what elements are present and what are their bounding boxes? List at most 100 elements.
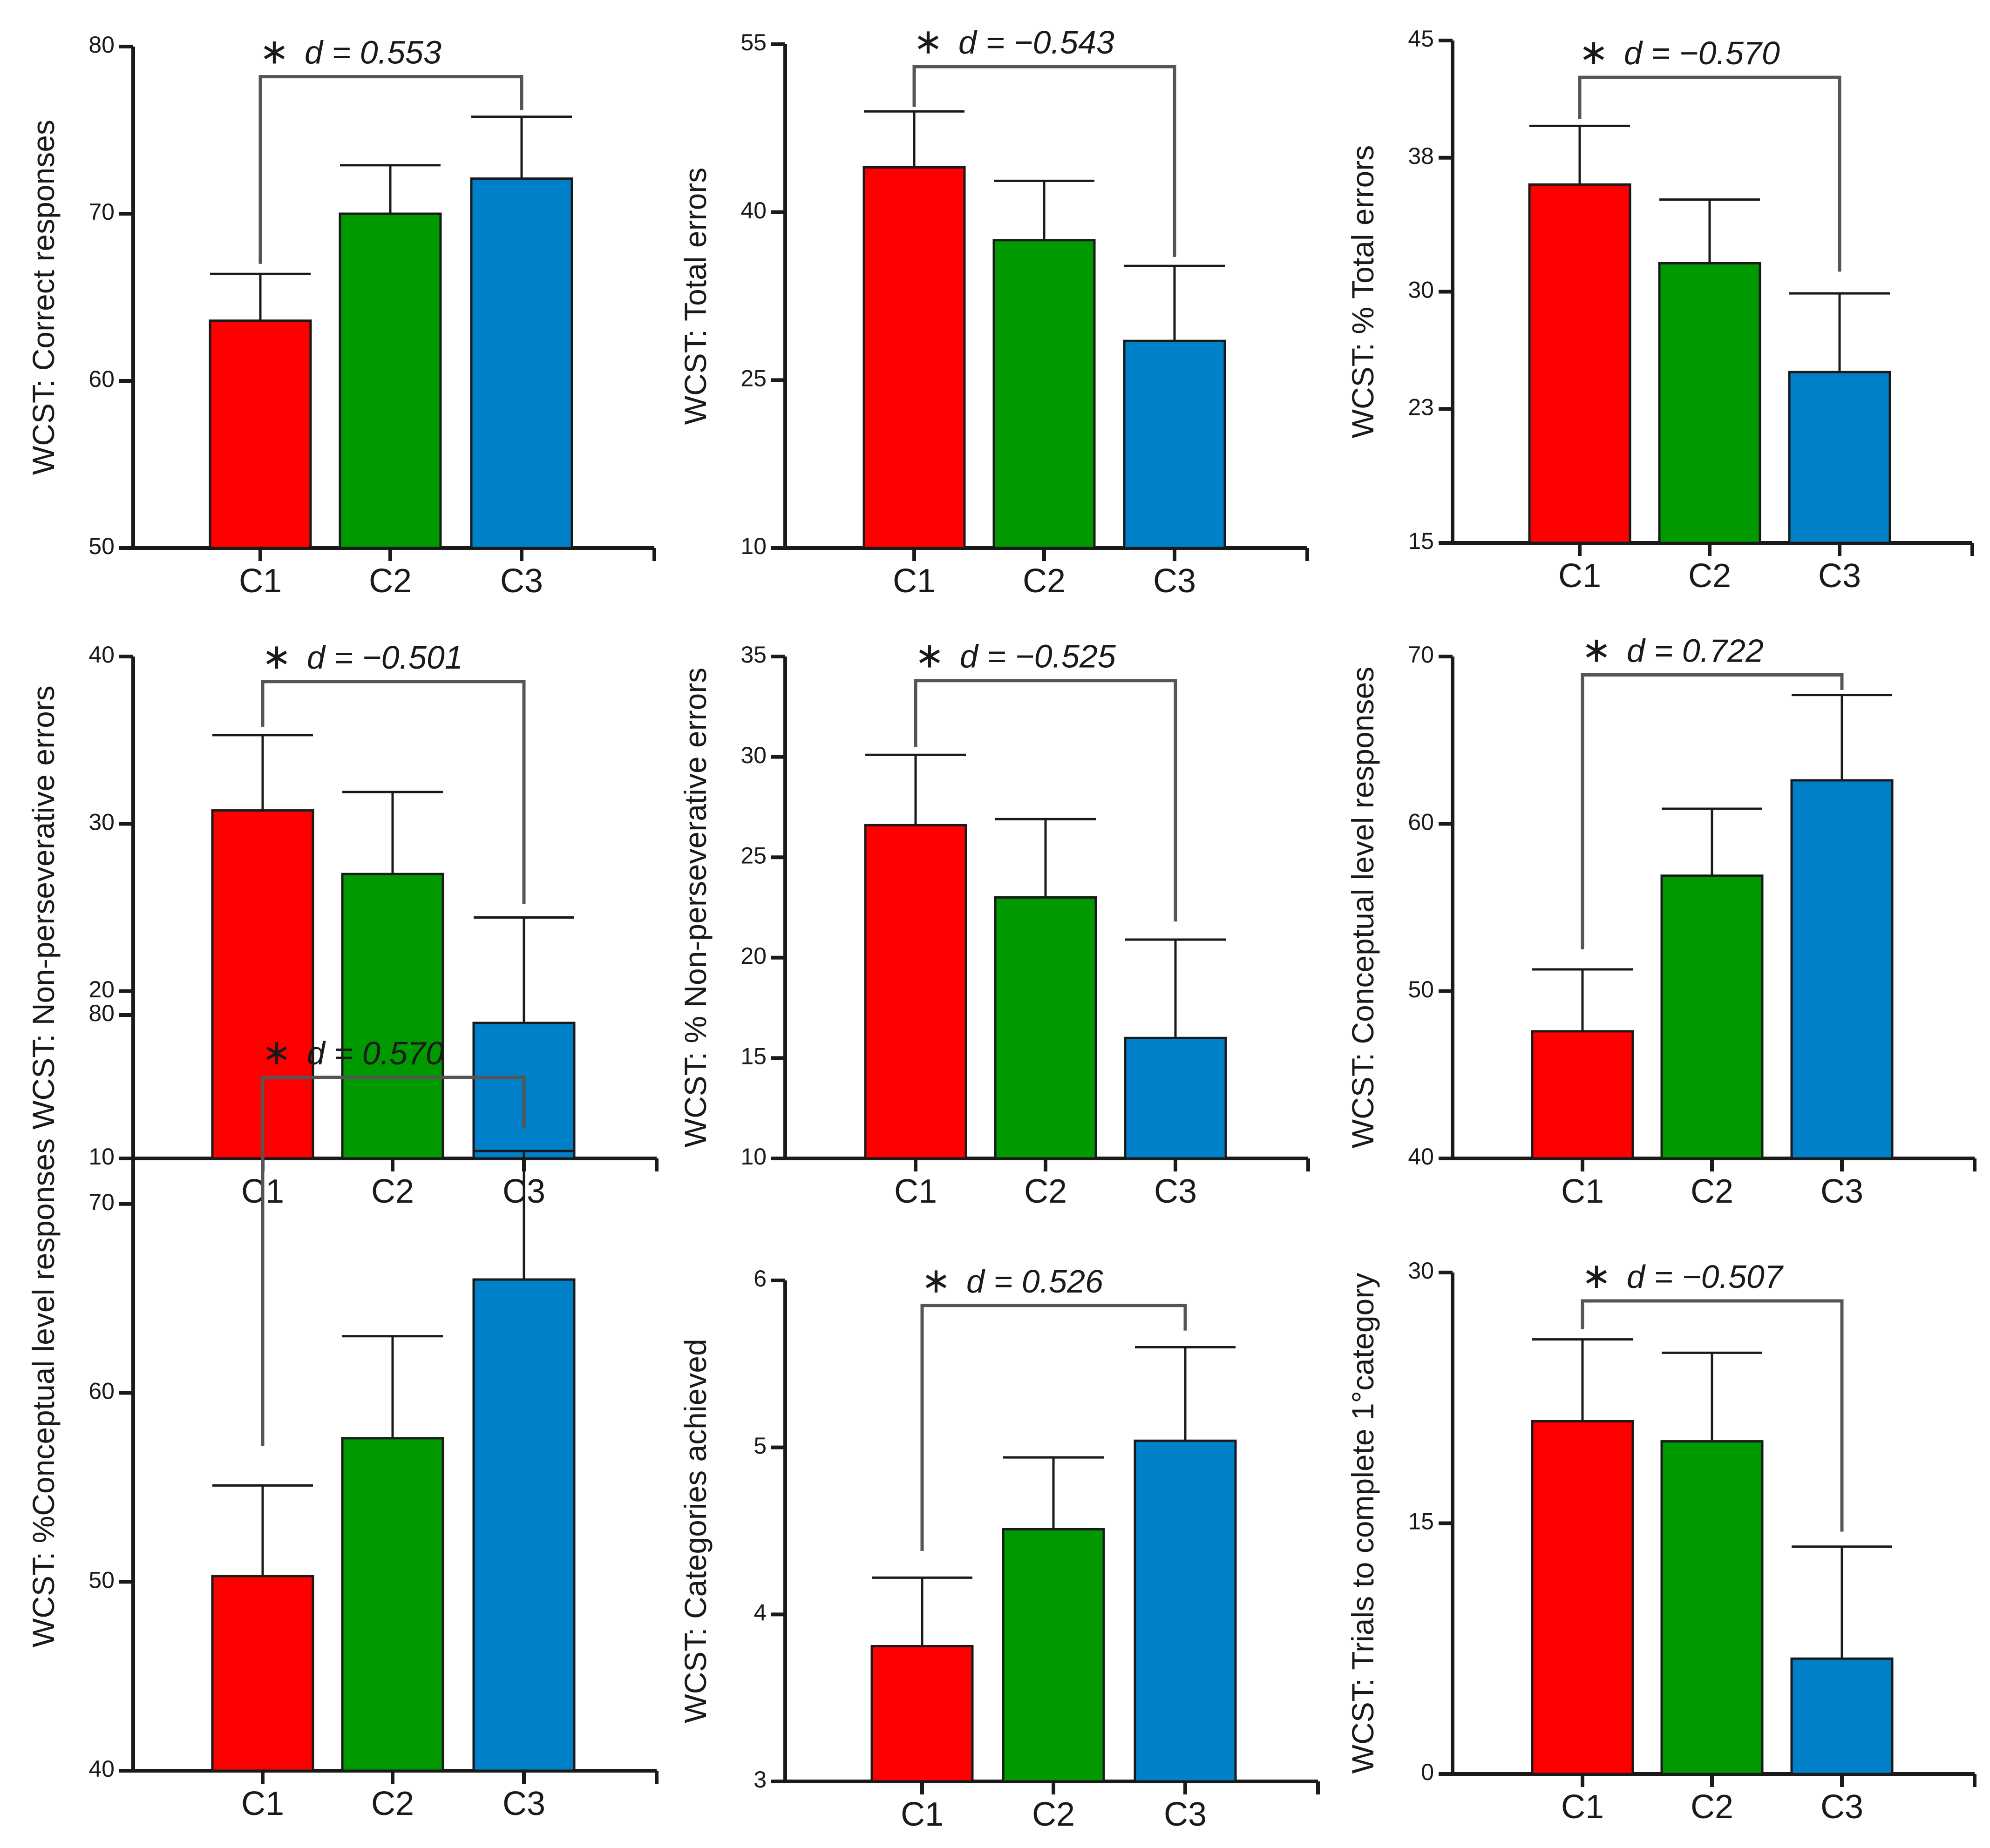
- effect-size-label: d = 0.570: [307, 1035, 444, 1071]
- y-tick-label: 23: [1408, 394, 1434, 420]
- y-axis-label: WCST: %Conceptual level responses: [26, 1138, 61, 1647]
- bar-C1: [863, 166, 966, 549]
- y-tick-label: 50: [88, 533, 115, 559]
- y-tick-label: 10: [740, 533, 767, 559]
- x-tick-label-C1: C1: [239, 562, 282, 600]
- significance-bracket: [261, 680, 526, 904]
- chart-panel-6: 40 50 60 70 WCST: Conceptual level responses…: [1345, 629, 1976, 1210]
- effect-size-label: d = −0.570: [1624, 35, 1780, 71]
- bar-C3: [1134, 1439, 1237, 1783]
- y-tick-label: 40: [1408, 1144, 1434, 1170]
- bar-C1: [1531, 1420, 1634, 1775]
- y-tick-label: 15: [1408, 1509, 1434, 1535]
- bar-C1: [211, 1575, 314, 1772]
- chart-panel-2: 10 25 40 55 WCST: Total errors C1 C2 C3 ∗ d = −0.…: [678, 20, 1309, 600]
- y-tick-label: 10: [740, 1144, 767, 1170]
- chart-panel-7: 40 50 60 70 80 WCST: %Conceptual level respon…: [26, 1000, 659, 1822]
- significance-bracket: [258, 75, 523, 264]
- x-tick-label-C2: C2: [1691, 1788, 1733, 1826]
- y-tick-label: 70: [88, 1189, 115, 1215]
- bar-C3: [1788, 371, 1891, 544]
- bar-C2: [1658, 262, 1761, 544]
- x-tick-label-C2: C2: [371, 1173, 414, 1210]
- x-tick-label-C3: C3: [1164, 1796, 1207, 1833]
- y-tick-label: 60: [88, 366, 115, 392]
- y-tick-label: 40: [740, 197, 767, 223]
- bar-C1: [864, 824, 967, 1160]
- significance-bracket: [1581, 673, 1844, 949]
- y-tick-label: 55: [740, 29, 767, 55]
- bar-C3: [1123, 339, 1226, 549]
- significance-bracket: [1578, 75, 1841, 272]
- significance-star: ∗: [262, 636, 292, 677]
- y-tick-label: 5: [754, 1433, 767, 1459]
- y-tick-label: 15: [1408, 528, 1434, 554]
- y-tick-label: 50: [1408, 976, 1434, 1002]
- x-tick-label-C3: C3: [1818, 557, 1861, 595]
- effect-size-label: d = 0.722: [1627, 633, 1764, 669]
- significance-star: ∗: [915, 635, 944, 676]
- effect-size-label: d = −0.501: [307, 639, 463, 676]
- significance-bracket: [261, 1076, 526, 1446]
- x-tick-label-C3: C3: [1153, 562, 1196, 600]
- bar-C2: [994, 896, 1097, 1160]
- y-tick-label: 70: [88, 199, 115, 225]
- x-tick-label-C1: C1: [1561, 1788, 1604, 1826]
- chart-panel-8: 3 4 5 6 WCST: Categories achieved C1 C2 C3 ∗ d = …: [678, 1259, 1320, 1833]
- y-tick-label: 0: [1421, 1759, 1434, 1785]
- x-tick-label-C1: C1: [1561, 1173, 1604, 1210]
- y-axis-label: WCST: Conceptual level responses: [1345, 667, 1380, 1148]
- y-axis-label: WCST: Categories achieved: [678, 1339, 713, 1723]
- effect-size-label: d = 0.526: [966, 1263, 1103, 1300]
- x-tick-label-C2: C2: [371, 1785, 414, 1822]
- y-tick-label: 45: [1408, 26, 1434, 52]
- y-tick-label: 15: [740, 1043, 767, 1070]
- effect-size-label: d = 0.553: [305, 34, 441, 71]
- y-axis-label: WCST: Trials to complete 1°category: [1345, 1273, 1380, 1774]
- x-tick-label-C3: C3: [1820, 1173, 1863, 1210]
- significance-star: ∗: [1582, 629, 1611, 670]
- y-tick-label: 25: [740, 366, 767, 392]
- x-tick-label-C1: C1: [901, 1796, 944, 1833]
- y-tick-label: 10: [88, 1144, 115, 1170]
- bar-C1: [1528, 183, 1631, 544]
- x-tick-label-C3: C3: [1820, 1788, 1863, 1826]
- y-tick-label: 3: [754, 1767, 767, 1793]
- x-tick-label-C2: C2: [1691, 1173, 1733, 1210]
- effect-size-label: d = −0.507: [1627, 1259, 1784, 1295]
- effect-size-label: d = −0.543: [958, 24, 1114, 61]
- significance-star: ∗: [1579, 31, 1609, 73]
- y-tick-label: 80: [88, 1000, 115, 1026]
- significance-star: ∗: [913, 20, 943, 62]
- x-tick-label-C1: C1: [894, 1173, 937, 1210]
- significance-star: ∗: [259, 31, 289, 72]
- chart-panel-1: 50 60 70 80 WCST: Correct responses C1 C2 C3 ∗ d …: [26, 31, 656, 600]
- x-tick-label-C2: C2: [1023, 562, 1066, 600]
- y-tick-label: 50: [88, 1567, 115, 1593]
- bar-C1: [870, 1645, 974, 1783]
- bar-C1: [1531, 1030, 1634, 1160]
- x-tick-label-C2: C2: [1024, 1173, 1067, 1210]
- y-tick-label: 20: [740, 943, 767, 969]
- y-tick-label: 40: [88, 1756, 115, 1782]
- bar-C2: [341, 1437, 444, 1772]
- y-tick-label: 30: [1408, 277, 1434, 303]
- chart-panel-9: 0 15 30 WCST: Trials to complete 1°category…: [1345, 1255, 1976, 1826]
- y-axis-label: WCST: % Non-perseverative errors: [678, 668, 713, 1148]
- bar-C1: [209, 319, 312, 549]
- significance-star: ∗: [1582, 1255, 1611, 1296]
- y-tick-label: 38: [1408, 143, 1434, 169]
- y-tick-label: 80: [88, 32, 115, 58]
- y-tick-label: 25: [740, 842, 767, 868]
- y-tick-label: 30: [88, 809, 115, 835]
- y-axis-label: WCST: % Total errors: [1345, 145, 1380, 439]
- significance-star: ∗: [262, 1031, 292, 1073]
- x-tick-label-C1: C1: [1558, 557, 1601, 595]
- significance-bracket: [1581, 1299, 1844, 1532]
- y-tick-label: 30: [1408, 1258, 1434, 1284]
- x-tick-label-C3: C3: [503, 1785, 545, 1822]
- bar-C3: [1790, 1657, 1894, 1775]
- y-tick-label: 6: [754, 1266, 767, 1292]
